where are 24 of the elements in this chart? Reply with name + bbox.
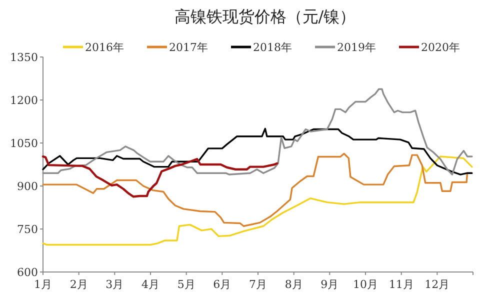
x-tick-label: 12月	[424, 278, 450, 291]
y-tick-label: 1350	[10, 51, 38, 64]
y-tick-label: 900	[17, 180, 38, 193]
y-tick-label: 1050	[10, 137, 38, 150]
y-tick-label: 750	[17, 223, 38, 236]
x-tick-label: 4月	[142, 278, 160, 291]
legend-label: 2016年	[85, 41, 124, 54]
x-tick-label: 6月	[213, 278, 232, 291]
x-tick-label: 7月	[249, 278, 267, 291]
legend-label: 2018年	[253, 41, 292, 54]
x-tick-label: 5月	[177, 278, 196, 291]
x-tick-label: 8月	[284, 278, 303, 291]
x-tick-label: 1月	[34, 278, 52, 291]
chart-title: 高镍铁现货价格（元/镍）	[174, 7, 356, 26]
legend-label: 2019年	[337, 41, 376, 54]
x-tick-label: 10月	[353, 278, 378, 291]
y-tick-label: 1200	[10, 94, 38, 107]
x-tick-label: 9月	[320, 278, 339, 291]
legend-label: 2020年	[421, 41, 460, 54]
x-tick-label: 11月	[388, 278, 414, 291]
x-tick-label: 3月	[106, 278, 124, 291]
legend-label: 2017年	[169, 41, 208, 54]
x-tick-label: 2月	[70, 278, 88, 291]
y-tick-label: 600	[17, 266, 38, 279]
